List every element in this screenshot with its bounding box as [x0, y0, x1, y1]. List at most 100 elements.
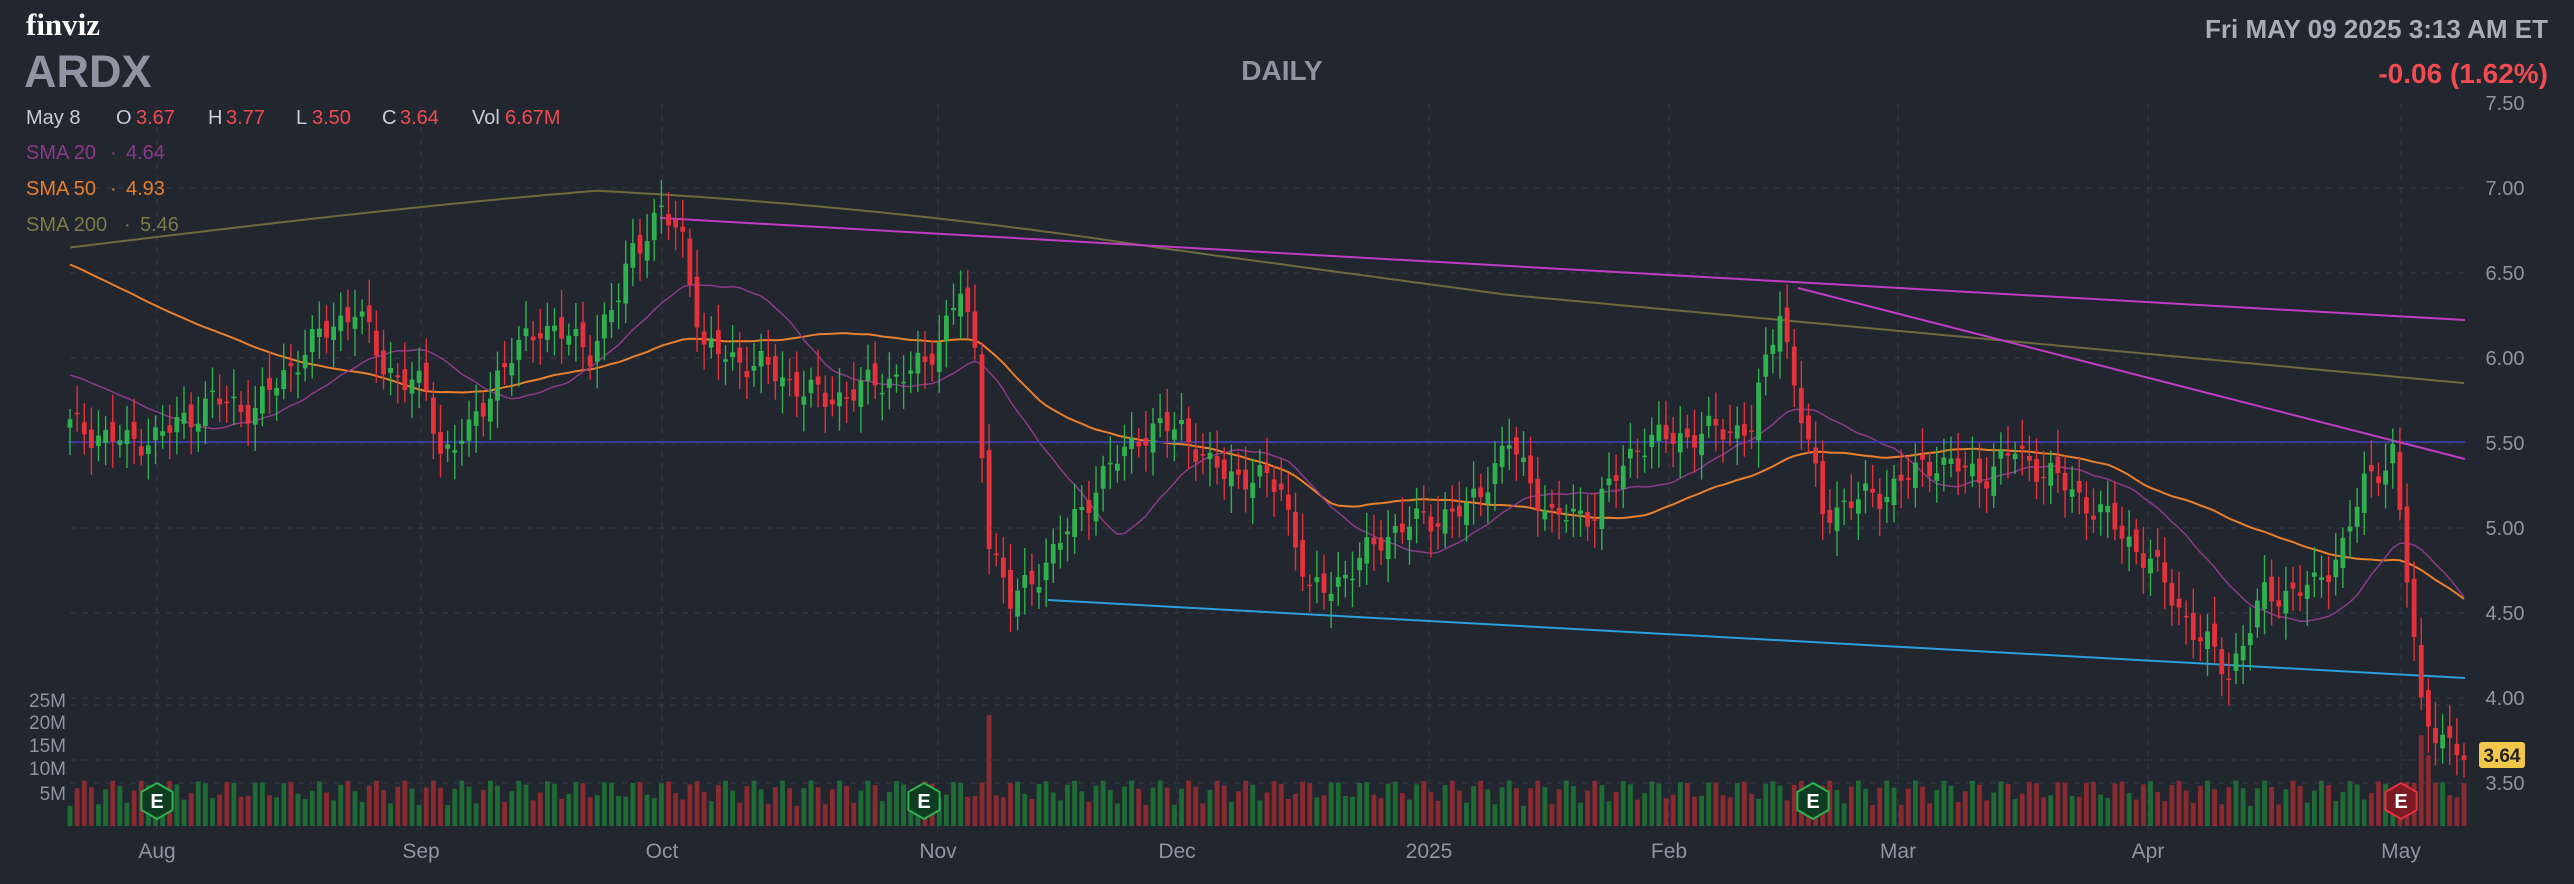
- candle-body: [1877, 493, 1883, 510]
- candle-body: [1884, 496, 1890, 503]
- volume-bar: [1449, 780, 1455, 826]
- candle-body: [2012, 453, 2018, 460]
- volume-bar: [2418, 735, 2424, 826]
- candle-body: [487, 398, 493, 422]
- candle-body: [2076, 480, 2082, 493]
- volume-bar: [751, 780, 757, 826]
- candle-body: [1863, 483, 1868, 491]
- candle-body: [1834, 507, 1840, 532]
- x-tick-label: Sep: [402, 840, 439, 863]
- volume-bar: [252, 782, 258, 826]
- volume-bar: [430, 780, 436, 826]
- volume-bar: [359, 801, 365, 826]
- volume-bar: [1385, 783, 1391, 826]
- volume-bar: [879, 801, 885, 826]
- candle-body: [1734, 425, 1740, 439]
- volume-bar: [1357, 782, 1363, 826]
- candle-body: [1314, 577, 1320, 583]
- volume-bar: [466, 786, 472, 826]
- candles: [67, 180, 2467, 778]
- last-price-tag: [2479, 742, 2525, 768]
- volume-bar: [1378, 798, 1384, 826]
- legend-sma200-value: 5.46: [140, 214, 179, 236]
- earnings-marker[interactable]: E: [907, 781, 941, 821]
- volume-bar: [2376, 781, 2381, 826]
- candle-body: [2062, 472, 2068, 491]
- candle-body: [808, 379, 814, 393]
- legend-sma50-name: SMA 50: [26, 178, 96, 200]
- candle-body: [1143, 438, 1149, 446]
- volume-bar: [2119, 781, 2125, 826]
- volume-bar: [1670, 794, 1676, 826]
- candle-body: [2212, 623, 2218, 647]
- volume-bar: [1763, 783, 1769, 826]
- volume-bar: [1407, 799, 1412, 826]
- trendline-top-steep[interactable]: [1797, 287, 2466, 460]
- volume-bar: [1236, 791, 1241, 826]
- candle-body: [1421, 511, 1427, 513]
- candle-body: [1428, 516, 1434, 532]
- volume-bar: [2069, 795, 2075, 826]
- candle-body: [1578, 510, 1583, 514]
- volume-bar: [1620, 781, 1626, 826]
- volume-bar: [972, 795, 978, 826]
- candle-body: [1941, 457, 1947, 465]
- volume-bar: [687, 784, 693, 826]
- volume-bar: [1941, 780, 1947, 826]
- candle-body: [1456, 505, 1462, 517]
- volume-bar: [2183, 790, 2189, 826]
- trendline-top[interactable]: [659, 217, 2466, 321]
- volume-bar: [808, 780, 814, 826]
- earnings-marker[interactable]: E: [1796, 781, 1830, 821]
- candle-body: [1635, 450, 1640, 452]
- volume-bar: [1364, 781, 1370, 826]
- volume-bar: [1592, 780, 1598, 826]
- candle-body: [231, 396, 237, 399]
- volume-bar: [1977, 784, 1982, 826]
- sma-legend: SMA 20 · 4.64 SMA 50 · 4.93 SMA 200 · 5.…: [26, 142, 179, 236]
- volume-bar: [2340, 791, 2346, 826]
- candle-body: [965, 287, 971, 312]
- volume-bar: [1684, 782, 1690, 826]
- volume-bar: [2425, 755, 2431, 826]
- volume-bar: [1606, 801, 1612, 826]
- volume-bar: [1891, 787, 1897, 826]
- candle-body: [1136, 441, 1142, 447]
- volume-bar: [1471, 786, 1477, 826]
- legend-sma200-sep: ·: [124, 214, 131, 236]
- candle-body: [2112, 502, 2118, 530]
- candle-body: [666, 214, 671, 226]
- volume-bar: [2205, 780, 2210, 826]
- candle-body: [609, 310, 614, 323]
- candle-body: [1250, 482, 1256, 498]
- candle-body: [2411, 578, 2417, 637]
- sma50-line: [69, 263, 2465, 600]
- legend-sma20-name: SMA 20: [26, 142, 96, 164]
- earnings-marker[interactable]: E: [2384, 781, 2418, 821]
- volume-bar: [1036, 783, 1042, 826]
- volume-bar: [1243, 780, 1249, 826]
- legend-sma20-value: 4.64: [126, 142, 165, 164]
- volume-bar: [1905, 788, 1911, 826]
- volume-bar: [438, 787, 443, 826]
- volume-bar: [1300, 781, 1306, 826]
- volume-bar: [2233, 780, 2239, 826]
- volume-bar: [1050, 792, 1056, 826]
- candle-body: [103, 429, 109, 443]
- volume-bar: [2440, 782, 2446, 826]
- volume-bar: [1414, 784, 1420, 826]
- volume-bar: [1827, 780, 1833, 826]
- candle-body: [1321, 573, 1327, 593]
- candle-body: [566, 335, 572, 345]
- volume-bar: [630, 782, 636, 826]
- candle-body: [1193, 449, 1199, 463]
- candle-body: [780, 377, 785, 387]
- candle-body: [858, 380, 864, 407]
- earnings-marker[interactable]: E: [140, 781, 174, 821]
- candle-body: [1072, 509, 1078, 538]
- candle-body: [1385, 537, 1391, 560]
- legend-sma50-sep: ·: [110, 178, 117, 200]
- candle-body: [1271, 479, 1277, 493]
- candle-body: [1236, 469, 1241, 475]
